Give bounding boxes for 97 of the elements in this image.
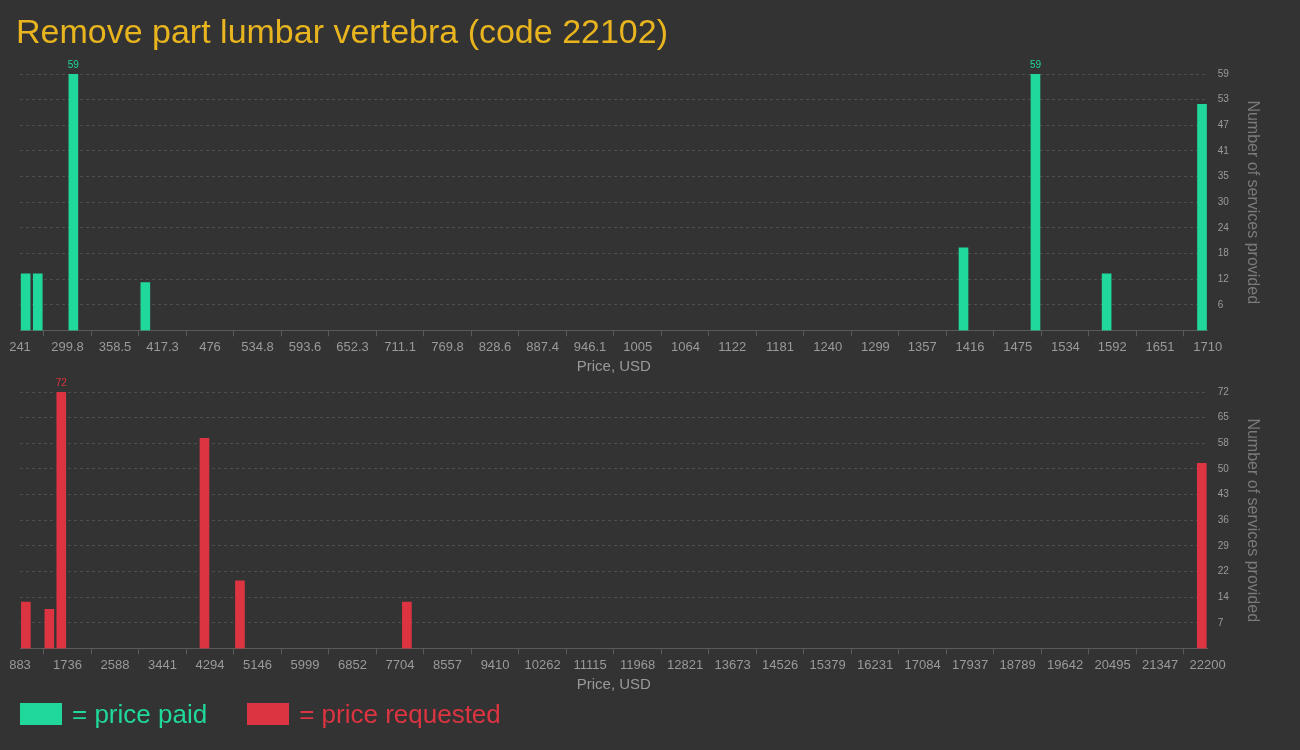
bar [1197, 104, 1207, 331]
x-tick-label: 887.4 [526, 338, 559, 354]
y-tick-label: 12 [1217, 272, 1230, 284]
x-tick-label: 652.3 [336, 338, 369, 354]
y-tick-label: 59 [1217, 67, 1230, 79]
y-tick-label: 65 [1217, 411, 1230, 423]
y-tick-label: 58 [1217, 437, 1230, 449]
x-tick-label: 17937 [952, 656, 989, 672]
y-tick-label: 72 [1217, 385, 1230, 397]
bar [1101, 273, 1112, 331]
x-tick-label: 711.1 [384, 338, 416, 354]
x-tick-label: 1710 [1193, 338, 1223, 354]
x-tick-label: 1064 [670, 338, 700, 354]
x-tick-label: 10262 [524, 656, 561, 672]
y-tick-label: 36 [1217, 513, 1230, 525]
x-tick-label: 17084 [904, 656, 941, 672]
y-tick-label: 50 [1217, 462, 1230, 474]
x-tick-label: 299.8 [51, 338, 84, 354]
bar [32, 273, 43, 331]
y-axis-title: Number of services provided [1244, 100, 1262, 305]
x-tick-label: 1651 [1145, 338, 1175, 354]
y-tick-label: 18 [1217, 247, 1230, 259]
x-tick-label: 2588 [100, 656, 130, 672]
x-axis-title: Price, USD [576, 675, 652, 693]
y-tick-label: 6 [1217, 298, 1224, 310]
x-tick-label: 1534 [1050, 338, 1080, 354]
x-tick-label: 5146 [243, 656, 272, 672]
legend-label: = price requested [299, 698, 501, 730]
y-tick-label: 41 [1217, 144, 1230, 156]
y-tick-label: 43 [1217, 488, 1230, 500]
x-tick-label: 946.1 [573, 338, 607, 354]
x-tick-label: 11115 [573, 656, 607, 672]
x-tick-label: 19642 [1047, 656, 1084, 672]
bar [20, 273, 31, 331]
y-tick-label: 14 [1217, 590, 1230, 602]
y-tick-label: 30 [1217, 195, 1230, 207]
x-tick-label: 18789 [999, 656, 1036, 672]
y-tick-label: 47 [1217, 119, 1230, 131]
x-tick-label: 241 [9, 338, 31, 354]
bar [1196, 462, 1207, 649]
x-tick-label: 1736 [53, 656, 82, 672]
x-tick-label: 13673 [714, 656, 751, 672]
x-tick-label: 12821 [667, 656, 704, 672]
x-tick-label: 22200 [1189, 656, 1226, 672]
y-tick-label: 7 [1217, 616, 1224, 628]
x-tick-label: 1005 [623, 338, 653, 354]
chart-title: Remove part lumbar vertebra (code 22102) [15, 11, 669, 52]
bar [21, 601, 31, 649]
x-axis-title: Price, USD [576, 357, 652, 375]
data-label: 59 [1029, 58, 1042, 70]
legend-label: = price paid [72, 698, 208, 730]
x-tick-label: 534.8 [241, 338, 274, 354]
x-tick-label: 4294 [195, 656, 225, 672]
y-tick-label: 35 [1217, 170, 1230, 182]
x-tick-label: 1416 [955, 338, 985, 354]
x-tick-label: 1475 [1003, 338, 1033, 354]
x-tick-label: 417.3 [146, 338, 179, 354]
x-tick-label: 1122 [718, 338, 747, 354]
y-tick-label: 24 [1217, 221, 1230, 233]
data-label: 72 [55, 376, 68, 388]
bar [199, 437, 210, 649]
bar [402, 601, 412, 649]
bar [68, 74, 79, 331]
bar [44, 608, 55, 649]
x-tick-label: 593.6 [288, 338, 322, 354]
x-tick-label: 7704 [385, 656, 415, 672]
x-tick-label: 1357 [907, 338, 937, 354]
y-tick-label: 29 [1217, 539, 1230, 551]
x-tick-label: 5999 [290, 656, 320, 672]
y-tick-label: 22 [1217, 565, 1230, 577]
x-tick-label: 20495 [1094, 656, 1131, 672]
x-tick-label: 828.6 [478, 338, 512, 354]
x-tick-label: 1592 [1097, 338, 1127, 354]
x-tick-label: 358.5 [98, 338, 132, 354]
x-tick-label: 1299 [860, 338, 890, 354]
x-tick-label: 883 [9, 656, 31, 672]
bar [235, 580, 245, 649]
y-tick-label: 53 [1217, 93, 1230, 105]
x-tick-label: 6852 [338, 656, 368, 672]
bar [958, 247, 969, 331]
data-label: 59 [67, 58, 80, 70]
x-tick-label: 15379 [809, 656, 846, 672]
x-tick-label: 1181 [766, 338, 794, 354]
x-tick-label: 3441 [148, 656, 177, 672]
x-tick-label: 769.8 [431, 338, 464, 354]
x-tick-label: 476 [199, 338, 221, 354]
x-tick-label: 11968 [620, 656, 656, 672]
x-tick-label: 1240 [813, 338, 843, 354]
x-tick-label: 8557 [433, 656, 463, 672]
bar [1030, 74, 1041, 331]
x-tick-label: 14526 [762, 656, 799, 672]
x-tick-label: 9410 [480, 656, 510, 672]
y-axis-title: Number of services provided [1244, 418, 1262, 623]
x-tick-label: 21347 [1142, 656, 1179, 672]
x-tick-label: 16231 [857, 656, 894, 672]
bar [140, 282, 151, 331]
bar [56, 392, 67, 649]
